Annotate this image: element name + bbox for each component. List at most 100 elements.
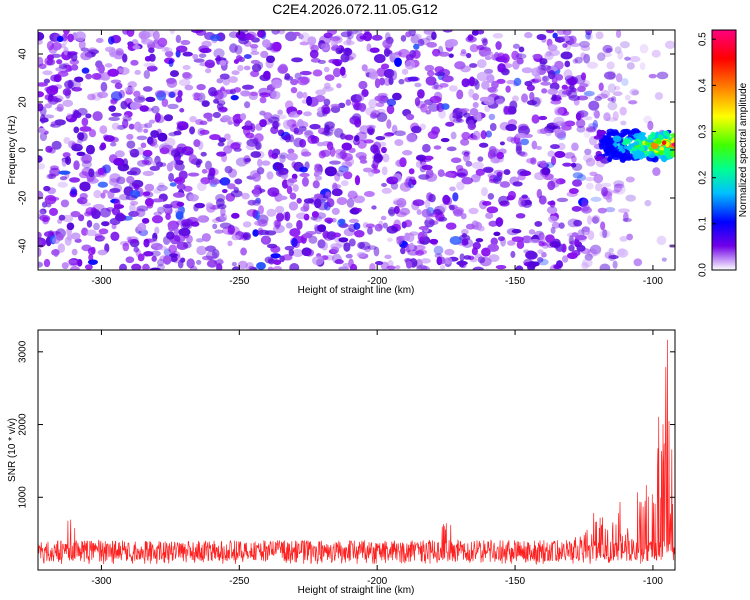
spectral-blob (69, 190, 78, 198)
spectral-blob (156, 245, 167, 251)
hotspot-blob (600, 138, 607, 143)
spectral-blob (221, 115, 232, 122)
spectral-blob (371, 34, 383, 41)
spectral-blob (257, 229, 270, 235)
spectral-blob (164, 50, 174, 58)
spectral-blob (362, 31, 373, 42)
spectral-blob (374, 261, 384, 266)
spectral-blob (585, 127, 597, 133)
spectral-blob (283, 75, 294, 81)
spectral-blob (298, 34, 304, 40)
spectral-blob (619, 41, 630, 49)
spectral-blob (547, 150, 556, 158)
spectral-blob (123, 110, 133, 118)
spectral-blob (538, 115, 548, 121)
spectral-blob (261, 235, 269, 244)
spectral-blob (118, 67, 124, 74)
spectral-blob (127, 238, 139, 244)
spectral-blob (304, 248, 315, 257)
spectral-blob (567, 252, 578, 259)
spectral-blob (151, 198, 164, 203)
spectral-blob (122, 118, 129, 129)
spectral-blob (178, 228, 191, 237)
spectral-blob (478, 142, 489, 148)
spectral-blob (568, 235, 574, 246)
spectral-blob (526, 99, 538, 106)
spectral-blob (99, 125, 108, 134)
spectral-blob (262, 39, 271, 48)
spectral-blob (202, 255, 214, 261)
spectral-blob (242, 125, 251, 136)
spectral-blob (489, 122, 497, 132)
spectral-blob (68, 258, 80, 266)
spectral-blob (526, 157, 536, 164)
spectral-blob (393, 198, 405, 205)
spectral-blob (572, 58, 578, 64)
spectral-blob (656, 235, 667, 246)
spectral-blob (97, 91, 109, 99)
spectral-blob (359, 103, 367, 113)
spectral-blob (429, 95, 442, 104)
spectral-blob (188, 193, 199, 202)
spectral-blob (175, 96, 183, 103)
spectral-blob (420, 265, 430, 270)
spectral-blob (334, 172, 341, 182)
spectral-blob (129, 200, 139, 206)
x-tick-label: -200 (367, 276, 387, 287)
spectral-blob (550, 226, 556, 234)
spectral-blob (585, 182, 594, 190)
spectral-blob (48, 85, 59, 93)
spectral-blob (633, 258, 643, 267)
spectral-blob (129, 148, 140, 158)
spectral-blob (169, 30, 175, 35)
spectral-blob (147, 136, 154, 145)
hotspot-blob (619, 155, 625, 162)
spectral-blob (151, 105, 160, 114)
spectral-blob (560, 51, 573, 60)
spectral-blob (48, 94, 54, 102)
spectral-blob (440, 137, 450, 143)
spectral-blob (234, 178, 243, 185)
spectral-blob (456, 89, 464, 100)
spectral-blob (313, 193, 324, 199)
spectral-blob (521, 199, 533, 208)
spectral-blob (441, 103, 450, 110)
spectral-blob (100, 81, 108, 92)
spectral-blob (179, 108, 185, 113)
spectral-blob (367, 245, 377, 250)
spectral-blob (189, 116, 197, 123)
spectral-blob (291, 238, 298, 248)
spectral-blob (501, 53, 510, 64)
spectral-blob (213, 48, 225, 59)
spectral-blob (248, 91, 258, 101)
spectral-blob (393, 219, 401, 229)
spectral-blob (165, 213, 171, 220)
spectral-blob (302, 232, 313, 239)
colorbar-ticks: 0.0 0.1 0.2 0.3 0.4 0.5 (698, 32, 716, 277)
spectral-blob (461, 131, 471, 140)
spectral-blob (161, 47, 173, 53)
spectral-blob (550, 155, 557, 166)
spectral-blob (536, 257, 544, 263)
spectral-blob (74, 31, 86, 42)
spectral-blob (137, 222, 147, 232)
spectral-blob (507, 240, 516, 246)
spectral-blob (42, 114, 55, 119)
spectral-blob (452, 118, 465, 124)
spectral-blob (338, 218, 346, 224)
spectral-blob (69, 177, 81, 183)
spectral-blob (594, 183, 603, 192)
spectral-blob (97, 167, 105, 176)
spectral-blob (174, 176, 186, 185)
chart-title: C2E4.2026.072.11.05.G12 (272, 1, 438, 17)
spectral-blob (212, 223, 218, 230)
spectral-blob (576, 95, 589, 101)
spectral-blob (463, 151, 470, 157)
spectral-blob (542, 75, 550, 82)
spectral-blob (445, 121, 455, 127)
spectral-blob (358, 80, 368, 90)
spectral-blob (386, 119, 392, 129)
spectral-blob (534, 221, 543, 227)
hotspot-blob (598, 133, 604, 139)
spectral-blob (414, 82, 422, 88)
